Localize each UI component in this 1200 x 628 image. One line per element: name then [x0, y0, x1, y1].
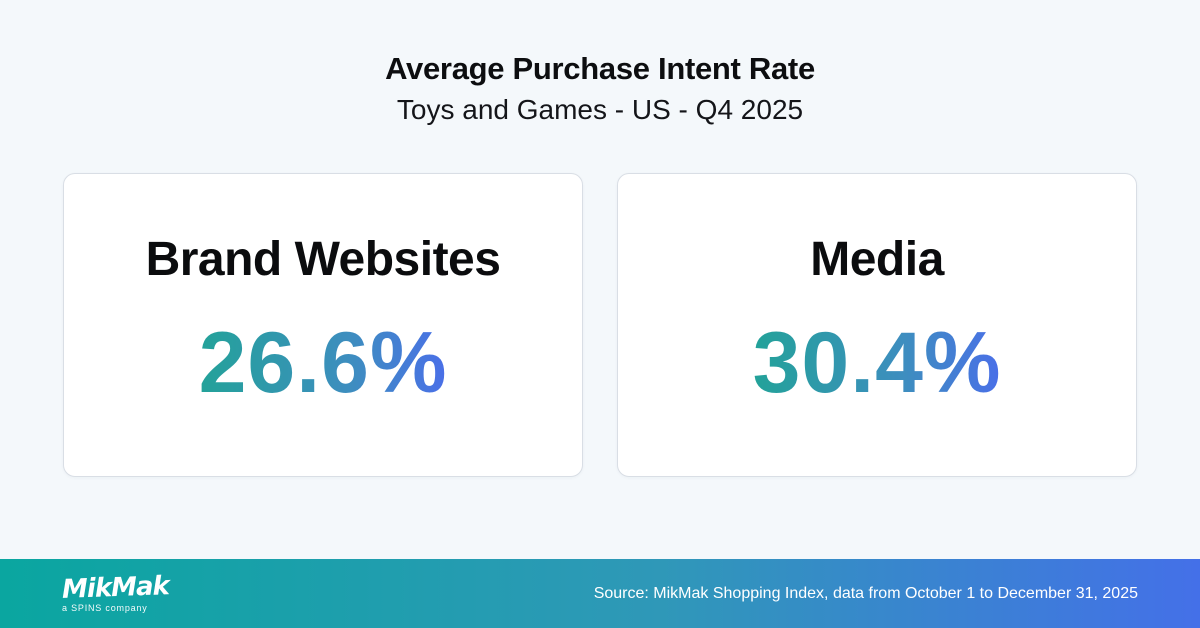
mikmak-logo-tagline: a SPINS company: [62, 602, 148, 613]
mikmak-logo-wordmark: MikMak: [61, 570, 170, 605]
source-attribution: Source: MikMak Shopping Index, data from…: [593, 584, 1138, 602]
main-content: Average Purchase Intent Rate Toys and Ga…: [0, 51, 1200, 477]
mikmak-logo: MikMak a SPINS company: [61, 570, 170, 613]
brand-websites-label: Brand Websites: [145, 232, 501, 286]
stat-card-brand-websites: Brand Websites 26.6%: [63, 172, 583, 477]
page-title: Average Purchase Intent Rate: [385, 51, 815, 86]
stat-cards-row: Brand Websites 26.6% Media 30.4%: [0, 172, 1200, 477]
stat-card-media: Media 30.4%: [617, 172, 1137, 477]
page-subtitle: Toys and Games - US - Q4 2025: [396, 94, 804, 126]
media-label: Media: [810, 232, 944, 286]
media-value: 30.4%: [752, 314, 1002, 411]
brand-websites-value: 26.6%: [198, 314, 448, 411]
footer-bar: MikMak a SPINS company Source: MikMak Sh…: [0, 559, 1200, 628]
